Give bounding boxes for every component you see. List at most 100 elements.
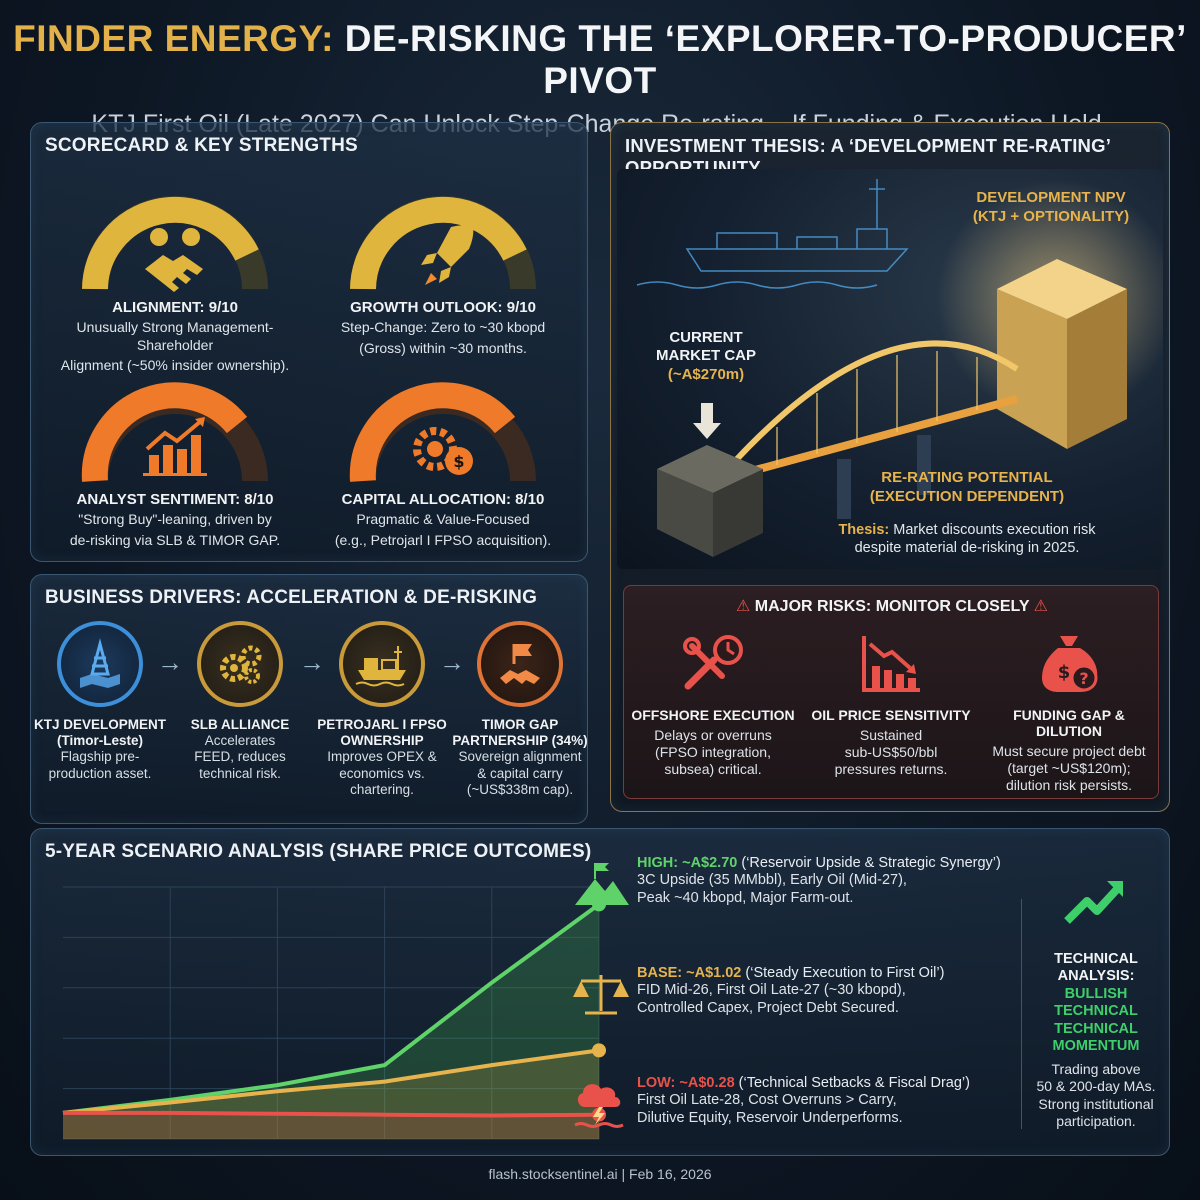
gears-icon [220,645,262,684]
header: FINDER ENERGY: DE-RISKING THE ‘EXPLORER-… [0,18,1200,139]
footer: flash.stocksentinel.ai | Feb 16, 2026 [488,1166,712,1182]
scenario-quote: (‘Steady Execution to First Oil’) [741,965,945,981]
gauge-analyst-sentiment: ANALYST SENTIMENT: 8/10 "Strong Buy"-lea… [45,369,305,549]
driver-desc-line: Sovereign alignment [458,749,582,765]
mountain-flag-icon [575,863,629,905]
technical-desc-line: Trading above [1051,1061,1141,1078]
scenario-body-line: First Oil Late-28, Cost Overruns > Carry… [637,1092,897,1108]
market-cap-label: CURRENT MARKET CAP (~A$270m) [641,329,771,384]
fpso-ship-icon [355,646,406,687]
warning-icon: ⚠ [1033,598,1048,615]
driver-name-sub: (Timor-Leste) [56,733,143,749]
svg-text:?: ? [1079,669,1088,688]
risk-desc-line: (target ~US$120m); [1007,760,1131,777]
scenario-head: BASE: ~A$1.02 (‘Steady Execution to Firs… [637,965,1057,981]
scorecard-panel: SCORECARD & KEY STRENGTHS ALIGNMENT: 9/1… [30,122,588,562]
technical-title-line: ANALYSIS: [1057,968,1135,985]
scenario-quote: (‘Reservoir Upside & Strategic Synergy’) [737,855,1001,871]
driver-desc-line: production asset. [48,765,152,781]
risk-desc-line: subsea) critical. [664,761,762,778]
scenario-low-value: LOW: ~A$0.28 [637,1075,735,1091]
driver-icon-circle [57,621,143,707]
scenario-body-line: FID Mid-26, First Oil Late-27 (~30 kbopd… [637,982,906,998]
driver-name: SLB ALLIANCE [190,717,290,732]
thesis-text-line: despite material de-risking in 2025. [854,540,1080,557]
risks-header: ⚠ MAJOR RISKS: MONITOR CLOSELY ⚠ [624,596,1160,616]
market-cap-line: CURRENT [669,329,743,346]
driver-icon-circle [197,621,283,707]
scenario-chart [62,886,606,1140]
driver-desc-line: FEED, reduces [194,749,286,765]
rerating-line: RE-RATING POTENTIAL [881,469,1053,486]
thesis-illustration [617,169,1163,569]
risk-desc: Delays or overruns (FPSO integration, su… [624,727,802,778]
title-part-1: FINDER ENERGY: [13,18,334,59]
gauge-arc: $ [349,382,536,482]
driver-ktj-development: KTJ DEVELOPMENT (Timor-Leste) Flagship p… [31,621,169,782]
business-drivers-panel: BUSINESS DRIVERS: ACCELERATION & DE-RISK… [30,574,588,824]
driver-desc-line: technical risk. [199,765,281,781]
gauge-desc-line: de-risking via SLB & TIMOR GAP. [69,531,281,548]
scenario-low: LOW: ~A$0.28 (‘Technical Setbacks & Fisc… [637,1075,1057,1127]
gauge-label: GROWTH OUTLOOK: 9/10 [350,299,536,316]
market-cap-value: (~A$270m) [667,365,745,383]
driver-desc-line: Flagship pre- [60,749,140,765]
driver-desc-line: economics vs. [339,765,425,781]
market-cap-line: MARKET CAP [656,347,756,365]
scenario-base: BASE: ~A$1.02 (‘Steady Execution to Firs… [637,965,1057,1017]
scenario-body-line: Controlled Capex, Project Debt Secured. [637,1000,899,1017]
drivers-title: BUSINESS DRIVERS: ACCELERATION & DE-RISK… [45,587,538,608]
risk-desc-line: Sustained [859,727,923,743]
scorecard-title: SCORECARD & KEY STRENGTHS [45,135,358,156]
scenario-head: LOW: ~A$0.28 (‘Technical Setbacks & Fisc… [637,1075,1057,1091]
gauge-growth-outlook: GROWTH OUTLOOK: 9/10 Step-Change: Zero t… [313,177,573,357]
risk-desc-line: Must secure project debt [992,743,1146,759]
risks-title: MAJOR RISKS: MONITOR CLOSELY [754,598,1030,615]
npv-label-line: DEVELOPMENT NPV [976,189,1126,206]
scenario-quote: (‘Technical Setbacks & Fiscal Drag’) [734,1075,970,1091]
gauge-desc-line: Alignment (~50% insider ownership). [60,357,290,373]
rerating-label: RE-RATING POTENTIAL (EXECUTION DEPENDENT… [837,469,1097,507]
gauge-label: ALIGNMENT: 9/10 [112,299,238,316]
svg-text:$: $ [453,452,464,471]
gauge-arc [350,196,536,290]
rerating-line: (EXECUTION DEPENDENT) [869,487,1065,505]
divider [1021,899,1022,1129]
partnership-flag-icon [500,644,540,684]
tools-clock-icon [683,635,743,690]
series-area-high [63,904,599,1139]
driver-name-sub: OWNERSHIP [340,733,424,749]
series-line-base [62,1048,600,1115]
scenario-high: HIGH: ~A$2.70 (‘Reservoir Upside & Strat… [637,855,1057,907]
gauge-desc-line: (Gross) within ~30 months. [359,339,527,356]
risk-desc-line: Delays or overruns [654,727,772,743]
technical-desc-line: 50 & 200-day MAs. [1036,1078,1156,1095]
arrow-right-icon: → [157,647,183,677]
technical-desc-line: Strong institutional [1038,1095,1154,1112]
fpso-ship-illustration [636,179,909,289]
driver-desc-line: Improves OPEX & [327,749,437,765]
npv-label-line: (KTJ + OPTIONALITY) [972,207,1130,225]
oil-rig-map-icon [80,638,120,688]
scenario-title: 5-YEAR SCENARIO ANALYSIS (SHARE PRICE OU… [45,841,592,862]
page-title: FINDER ENERGY: DE-RISKING THE ‘EXPLORER-… [0,18,1200,102]
technical-signal-line: TECHNICAL [1054,1020,1138,1037]
gauge-desc-line: "Strong Buy"-leaning, driven by [78,511,272,527]
series-line-low [63,1110,600,1118]
risk-name: OFFSHORE EXECUTION [631,707,795,723]
driver-icon-circle [477,621,563,707]
gauge-label: CAPITAL ALLOCATION: 8/10 [341,491,545,508]
driver-desc-line: chartering. [350,781,414,797]
driver-name: TIMOR GAP [481,717,559,732]
scenario-body-line: Dilutive Equity, Reservoir Underperforms… [637,1110,903,1127]
risk-offshore-execution: OFFSHORE EXECUTION Delays or overruns (F… [624,632,802,778]
gauge-capital-allocation: $ CAPITAL ALLOCATION: 8/10 Pragmatic & V… [313,369,573,549]
driver-name: PETROJARL I FPSO [317,717,447,732]
driver-desc-line: Accelerates [204,733,276,749]
thesis-text: Market discounts execution risk [889,522,1096,538]
scenario-body-line: 3C Upside (35 MMbbl), Early Oil (Mid-27)… [637,872,907,888]
gauge-desc-line: (e.g., Petrojarl I FPSO acquisition). [334,531,552,548]
series-endpoint-base [592,1043,606,1058]
driver-slb-alliance: SLB ALLIANCE Accelerates FEED, reduces t… [171,621,309,782]
driver-desc-line: (~US$338m cap). [466,781,574,797]
